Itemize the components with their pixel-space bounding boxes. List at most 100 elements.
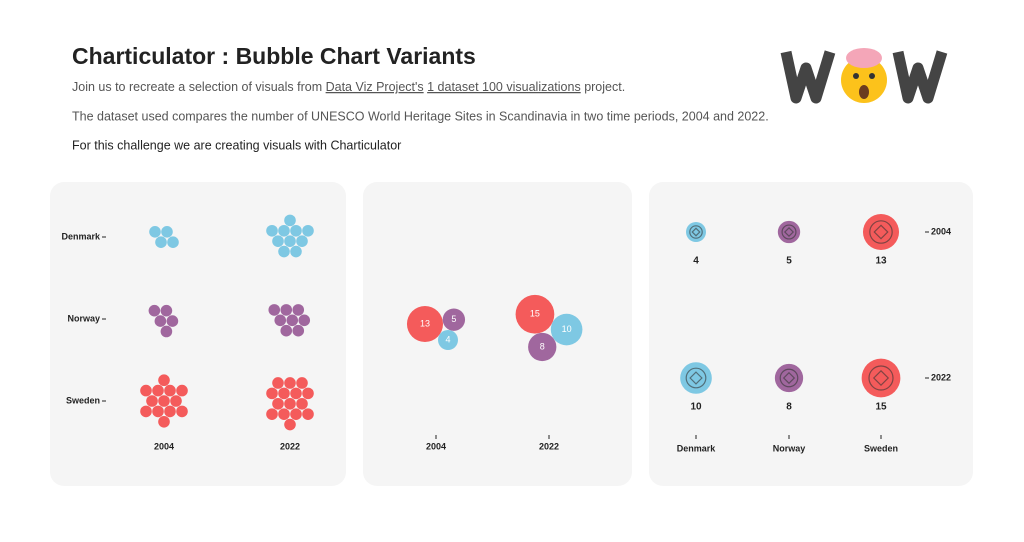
- dot-group: [268, 304, 311, 337]
- dot-group: [266, 377, 314, 431]
- bubble-body: [861, 358, 901, 398]
- dot: [148, 304, 161, 317]
- icon-diamond: [782, 371, 796, 385]
- link[interactable]: 1 dataset 100 visualizations: [427, 80, 581, 94]
- value-label: 10: [690, 402, 702, 413]
- dot: [286, 314, 299, 327]
- row-label: Norway: [67, 313, 100, 323]
- row-label: 2022: [931, 372, 951, 382]
- bubble: [862, 213, 900, 251]
- bubble: [438, 330, 459, 351]
- dot: [152, 384, 164, 397]
- dot: [266, 387, 278, 400]
- panel: [363, 182, 632, 486]
- value-label: 15: [875, 402, 887, 413]
- value-label: 5: [786, 256, 792, 267]
- dot: [166, 315, 179, 327]
- dot: [284, 235, 296, 247]
- bubble-label: 5: [451, 314, 456, 324]
- dot: [272, 377, 284, 389]
- dot: [152, 405, 164, 418]
- row-label: Denmark: [61, 231, 101, 241]
- icon-ring: [779, 368, 799, 388]
- intro: Join us to recreate a selection of visua…: [72, 80, 625, 94]
- bubble: [774, 363, 804, 393]
- dot-group: [148, 304, 179, 338]
- dot: [284, 418, 296, 431]
- intro-text: Join us to recreate a selection of visua…: [72, 80, 322, 94]
- dot: [302, 224, 314, 237]
- challenge-note: For this challenge we are creating visua…: [72, 138, 401, 152]
- bubble-label: 10: [562, 324, 572, 334]
- bubble: [442, 308, 466, 331]
- dot: [280, 324, 293, 337]
- dataset-note: The dataset used compares the number of …: [72, 109, 769, 123]
- bubble: [861, 358, 901, 398]
- icon-diamond: [691, 227, 701, 237]
- dot: [140, 384, 152, 397]
- dot: [176, 384, 188, 397]
- dot: [278, 408, 290, 420]
- bubble: [686, 222, 706, 242]
- row-label: 2004: [931, 226, 951, 236]
- dot: [302, 387, 314, 400]
- link[interactable]: Data Viz Project's: [326, 80, 424, 94]
- panel: [649, 182, 973, 486]
- intro-text: project.: [584, 80, 625, 94]
- icon-diamond: [872, 369, 890, 387]
- bubble: [680, 362, 712, 394]
- bubble-label: 13: [420, 318, 430, 328]
- dot: [296, 377, 308, 389]
- value-label: 13: [875, 256, 887, 267]
- dot: [170, 395, 182, 407]
- dot: [292, 324, 305, 337]
- bubble: [406, 305, 444, 343]
- dot: [146, 395, 158, 407]
- dot: [140, 405, 152, 418]
- bubble: [515, 294, 555, 334]
- dot-group: [149, 226, 179, 248]
- dot: [290, 408, 302, 420]
- bubble-label: 15: [530, 309, 540, 319]
- dot: [266, 408, 278, 420]
- dot: [154, 315, 167, 327]
- dot: [149, 226, 161, 238]
- dot: [284, 214, 296, 227]
- dot: [164, 405, 176, 418]
- x-axis-label: 2004: [154, 441, 174, 451]
- dot: [272, 397, 284, 410]
- dot: [292, 304, 305, 316]
- dot: [164, 384, 176, 397]
- dot: [160, 304, 173, 317]
- dot: [272, 235, 284, 247]
- dot: [284, 377, 296, 389]
- dot: [160, 325, 173, 338]
- value-label: 4: [693, 256, 699, 267]
- dot: [290, 387, 302, 400]
- dot: [161, 226, 173, 238]
- bubble-body: [777, 220, 801, 244]
- icon-diamond: [783, 226, 795, 238]
- bubble-body: [680, 362, 712, 394]
- x-axis-label: Norway: [773, 443, 806, 453]
- dot: [298, 314, 311, 327]
- x-axis-label: Denmark: [677, 443, 717, 453]
- dot: [290, 224, 302, 237]
- bubble-label: 8: [540, 341, 545, 351]
- row-label: Sweden: [66, 395, 100, 405]
- icon-ring: [781, 224, 797, 240]
- dot: [302, 408, 314, 420]
- dot: [266, 224, 278, 237]
- bubble: [550, 313, 583, 346]
- dot: [280, 304, 293, 316]
- dot: [296, 235, 308, 247]
- dot: [284, 397, 296, 410]
- dot: [158, 415, 170, 428]
- icon-ring: [685, 367, 707, 389]
- dot: [278, 387, 290, 400]
- bubble: [528, 332, 557, 362]
- bubble-body: [686, 222, 706, 242]
- dot: [296, 397, 308, 410]
